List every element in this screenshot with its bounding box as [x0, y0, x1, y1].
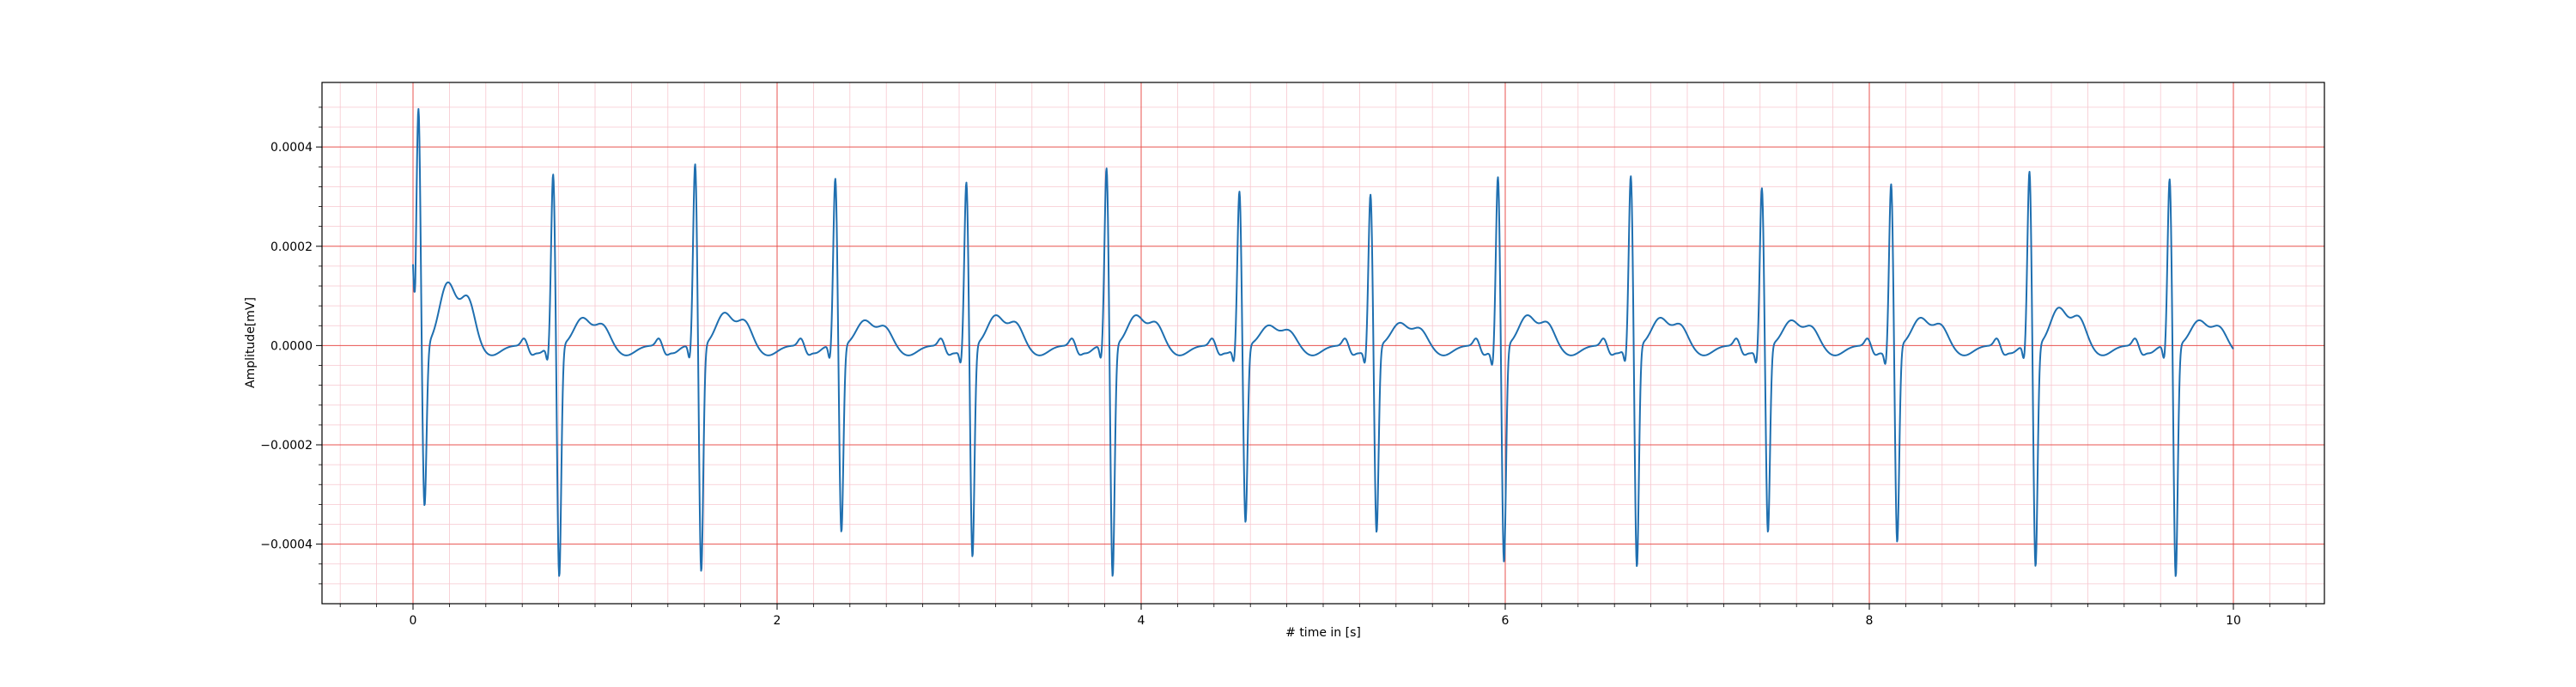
y-tick-label: 0.0000	[270, 339, 313, 353]
y-tick-label: −0.0002	[260, 439, 313, 453]
y-axis-label: Amplitude[mV]	[244, 297, 258, 388]
y-tick-label: −0.0004	[260, 538, 313, 552]
x-tick-label: 2	[774, 614, 781, 628]
x-axis-label: # time in [s]	[1285, 626, 1361, 640]
y-tick-label: 0.0004	[270, 141, 313, 155]
y-tick-label: 0.0002	[270, 240, 313, 254]
x-tick-label: 10	[2226, 614, 2241, 628]
minor-grid	[322, 82, 2324, 604]
series-layer	[412, 107, 2234, 577]
x-tick-label: 8	[1866, 614, 1874, 628]
x-tick-label: 4	[1138, 614, 1145, 628]
ecg-series-line	[412, 107, 2234, 577]
ticks-layer: 0 2 4 6 8 10 0.0004 0.0002 0.0000 −0.0002 −0.0004	[260, 106, 2307, 628]
x-tick-label: 6	[1502, 614, 1510, 628]
x-tick-label: 0	[410, 614, 417, 628]
